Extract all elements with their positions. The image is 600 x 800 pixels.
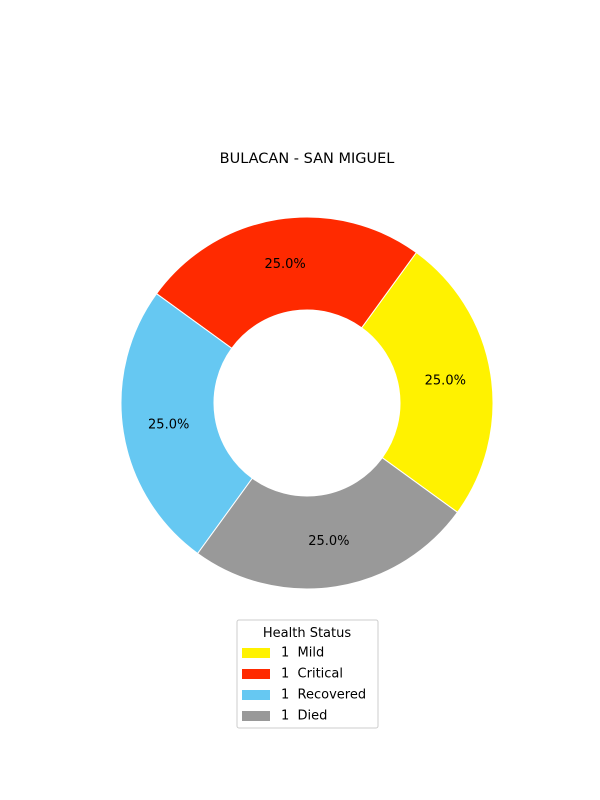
legend-frame <box>236 619 379 729</box>
slice-1 <box>360 251 494 514</box>
donut-slices <box>120 216 494 590</box>
legend-label-3: 1 Recovered <box>281 688 366 703</box>
slice-4 <box>196 456 459 590</box>
legend-label-2: 1 Critical <box>281 667 343 682</box>
legend-swatch-1 <box>242 648 270 658</box>
legend-label-4: 1 Died <box>281 709 327 724</box>
legend-label-1: 1 Mild <box>281 646 324 661</box>
legend: Health Status 1 Mild 1 Critical 1 Recovere… <box>236 619 379 729</box>
slice-3 <box>120 292 254 555</box>
legend-title: Health Status <box>263 626 351 641</box>
legend-swatch-2 <box>242 669 270 679</box>
percent-label-1: 25.0% <box>425 374 466 389</box>
legend-entries: 1 Mild 1 Critical 1 Recovered 1 Died <box>242 646 366 724</box>
legend-swatch-4 <box>242 711 270 721</box>
percent-label-3: 25.0% <box>148 417 189 432</box>
chart-title: BULACAN - SAN MIGUEL <box>220 151 395 167</box>
percent-labels: 25.0% 25.0% 25.0% 25.0% <box>148 257 466 549</box>
slice-2 <box>155 216 418 350</box>
legend-swatch-3 <box>242 690 270 700</box>
percent-label-2: 25.0% <box>264 257 305 272</box>
percent-label-4: 25.0% <box>308 534 349 549</box>
